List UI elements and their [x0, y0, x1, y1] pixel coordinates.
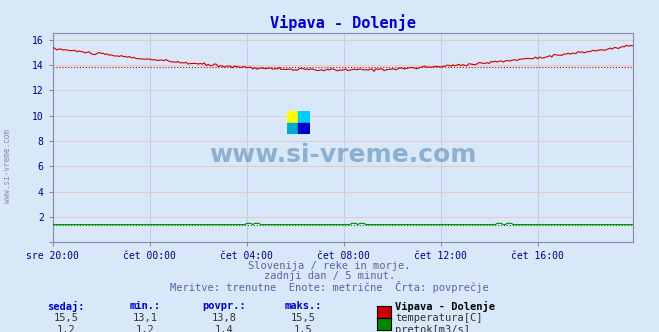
Text: 1,5: 1,5 — [294, 325, 312, 332]
Text: 1,4: 1,4 — [215, 325, 233, 332]
Text: zadnji dan / 5 minut.: zadnji dan / 5 minut. — [264, 271, 395, 281]
Text: 15,5: 15,5 — [53, 313, 78, 323]
Text: www.si-vreme.com: www.si-vreme.com — [3, 129, 13, 203]
Text: Vipava - Dolenje: Vipava - Dolenje — [395, 301, 496, 312]
Bar — [298, 111, 310, 123]
Text: min.:: min.: — [129, 301, 161, 311]
Text: www.si-vreme.com: www.si-vreme.com — [209, 142, 476, 167]
Text: 1,2: 1,2 — [136, 325, 154, 332]
Text: pretok[m3/s]: pretok[m3/s] — [395, 325, 471, 332]
Bar — [298, 123, 310, 134]
Title: Vipava - Dolenje: Vipava - Dolenje — [270, 14, 416, 31]
Text: povpr.:: povpr.: — [202, 301, 246, 311]
Text: 15,5: 15,5 — [291, 313, 316, 323]
Text: 13,1: 13,1 — [132, 313, 158, 323]
Text: 13,8: 13,8 — [212, 313, 237, 323]
Text: maks.:: maks.: — [285, 301, 322, 311]
Bar — [287, 111, 298, 123]
Text: sedaj:: sedaj: — [47, 301, 84, 312]
Text: Meritve: trenutne  Enote: metrične  Črta: povprečje: Meritve: trenutne Enote: metrične Črta: … — [170, 281, 489, 292]
Text: 1,2: 1,2 — [57, 325, 75, 332]
Bar — [287, 123, 298, 134]
Text: temperatura[C]: temperatura[C] — [395, 313, 483, 323]
Text: Slovenija / reke in morje.: Slovenija / reke in morje. — [248, 261, 411, 271]
